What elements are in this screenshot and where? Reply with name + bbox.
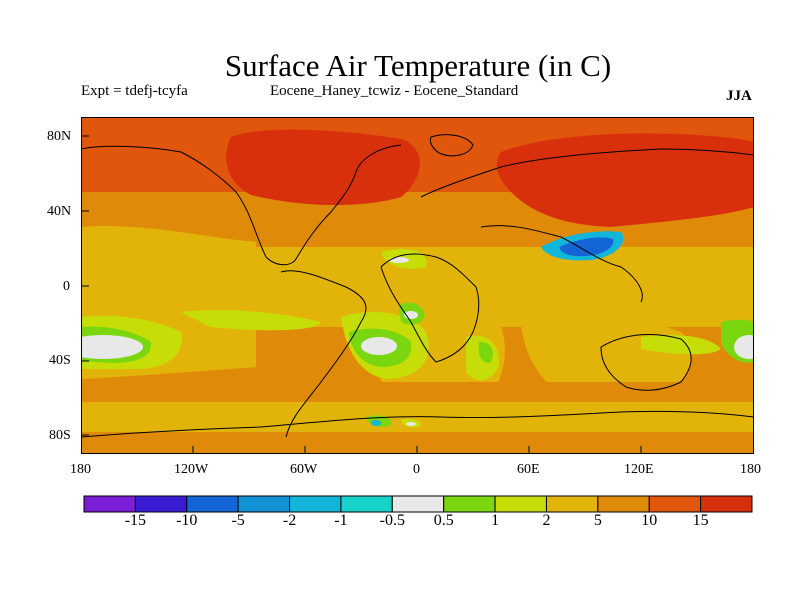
field-tibet-blue: [559, 237, 614, 257]
colorbar-label: 1: [491, 512, 500, 529]
field-indian-green: [478, 341, 493, 363]
colorbar-swatch: [494, 495, 547, 513]
lon-label-180w: 180: [70, 462, 91, 477]
lat-label-40s: 40S: [49, 353, 71, 368]
colorbar-label: -15: [124, 512, 147, 529]
field-indian-mild: [521, 315, 692, 387]
colorbar: [83, 495, 753, 513]
field-east-indian-neutral: [734, 335, 754, 359]
field-pacific-neutral: [81, 335, 143, 359]
lat-label-40n: 40N: [47, 204, 72, 219]
colorbar-label: -5: [231, 512, 245, 529]
lon-label-120w: 120W: [174, 462, 209, 477]
colorbar-swatch: [700, 495, 753, 513]
lon-label-60w: 60W: [290, 462, 318, 477]
colorbar-swatch: [443, 495, 496, 513]
difference-label: Eocene_Haney_tcwiz - Eocene_Standard: [270, 83, 519, 99]
coastlines: [81, 134, 754, 438]
lat-label-80n: 80N: [47, 129, 72, 144]
experiment-label: Expt = tdefj-tcyfa: [81, 83, 188, 99]
lat-label-80s: 80S: [49, 428, 71, 443]
colorbar-swatch: [134, 495, 188, 513]
temperature-map: [81, 117, 754, 454]
colorbar-swatch: [83, 495, 136, 513]
colorbar-label: -0.5: [379, 512, 405, 529]
coast-greenland: [429, 134, 474, 157]
colorbar-label: 0.5: [433, 512, 454, 529]
coast-south-america: [280, 270, 367, 438]
colorbar-label: -2: [282, 512, 297, 529]
colorbar-swatch: [545, 495, 599, 513]
coast-africa: [380, 253, 480, 363]
coast-australia: [600, 333, 692, 391]
colorbar-label: -1: [334, 512, 348, 529]
field-southern-cool: [641, 335, 721, 355]
colorbar-label: 2: [542, 512, 551, 529]
lon-label-60e: 60E: [517, 462, 540, 477]
colorbar-swatch: [597, 495, 650, 513]
lat-label-0: 0: [63, 279, 70, 294]
colorbar-swatch: [237, 495, 291, 513]
field-north-tropic-neutral: [389, 257, 409, 263]
coast-antarctica: [81, 410, 754, 438]
field-south-atlantic-neutral: [361, 337, 397, 355]
lon-label-120e: 120E: [624, 462, 654, 477]
field-antarctic-neutral: [406, 422, 416, 426]
field-north-america-hot: [226, 129, 420, 206]
colorbar-swatch: [391, 495, 445, 513]
lon-label-0: 0: [413, 462, 420, 477]
plot-title: Surface Air Temperature (in C): [224, 48, 612, 83]
colorbar-label: -10: [176, 512, 198, 529]
colorbar-label: 15: [692, 512, 709, 529]
colorbar-swatch: [186, 495, 239, 513]
field-south-pole-band: [81, 432, 754, 454]
season-label: JJA: [726, 88, 752, 104]
colorbar-swatch: [648, 495, 702, 513]
map-ticks: [81, 135, 642, 454]
coast-north-america: [81, 144, 402, 266]
field-east-pacific-cool: [181, 310, 321, 331]
coast-asia-south: [480, 225, 643, 303]
lon-label-180e: 180: [740, 462, 761, 477]
colorbar-swatch: [289, 495, 342, 513]
colorbar-label: 10: [641, 512, 658, 529]
coast-europe-asia: [420, 148, 754, 198]
field-antarctic-cyan: [371, 420, 381, 426]
colorbar-swatch: [340, 495, 393, 513]
colorbar-label: 5: [593, 512, 602, 529]
